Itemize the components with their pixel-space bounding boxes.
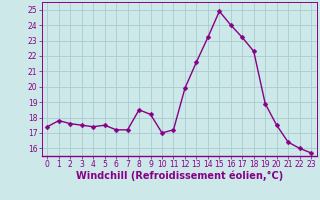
X-axis label: Windchill (Refroidissement éolien,°C): Windchill (Refroidissement éolien,°C) [76,171,283,181]
